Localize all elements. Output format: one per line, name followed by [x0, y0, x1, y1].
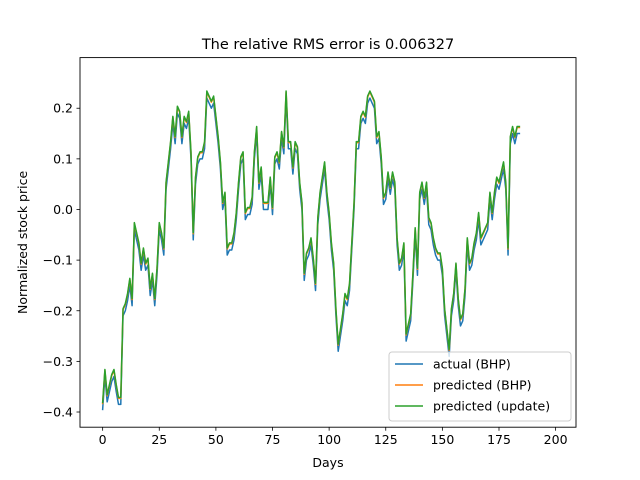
- y-axis-label: Normalized stock price: [15, 171, 30, 314]
- y-tick-label: −0.2: [43, 303, 73, 318]
- y-tick-label: 0.1: [53, 151, 73, 166]
- series-line-3: [101, 90, 521, 404]
- x-tick-label: 125: [374, 432, 398, 447]
- legend: actual (BHP) predicted (BHP) predicted (up…: [388, 351, 572, 422]
- y-tick-label: −0.3: [43, 354, 73, 369]
- plot-lines: [101, 90, 521, 411]
- x-tick-label: 150: [430, 432, 454, 447]
- x-axis: 0 25 50 75 100 125 150 175 200: [99, 427, 568, 447]
- y-axis: −0.4 −0.3 −0.2 −0.1 0.0 0.1 0.2: [43, 101, 80, 420]
- legend-label: predicted (update): [433, 399, 550, 414]
- x-tick-label: 25: [151, 432, 167, 447]
- x-tick-label: 175: [487, 432, 511, 447]
- x-tick-label: 75: [265, 432, 281, 447]
- y-tick-label: −0.1: [43, 253, 73, 268]
- legend-label: predicted (BHP): [433, 378, 532, 393]
- x-tick-label: 200: [544, 432, 568, 447]
- x-tick-label: 0: [99, 432, 107, 447]
- legend-label: actual (BHP): [433, 357, 511, 372]
- y-tick-label: 0.2: [53, 101, 73, 116]
- y-tick-label: −0.4: [43, 405, 73, 420]
- y-tick-label: 0.0: [53, 202, 73, 217]
- chart-title: The relative RMS error is 0.006327: [201, 37, 454, 53]
- plot-frame: [79, 57, 577, 428]
- x-tick-label: 50: [208, 432, 224, 447]
- legend-box: [388, 351, 572, 422]
- x-tick-label: 100: [317, 432, 341, 447]
- x-axis-label: Days: [312, 455, 343, 470]
